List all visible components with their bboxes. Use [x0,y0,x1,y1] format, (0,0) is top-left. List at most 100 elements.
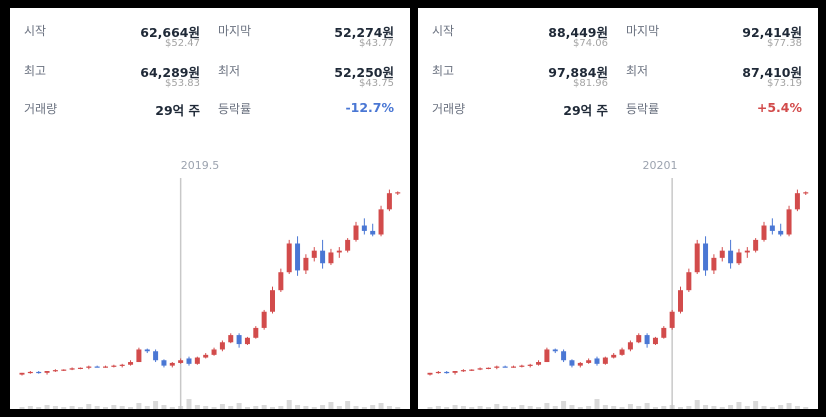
candle[interactable] [336,247,342,258]
close-label: 마지막 [626,24,660,38]
candle[interactable] [36,371,42,374]
candle[interactable] [203,353,209,359]
candle[interactable] [652,336,658,345]
candle[interactable] [736,248,742,266]
candle[interactable] [153,349,159,363]
candle[interactable] [703,236,709,276]
candle[interactable] [69,367,75,371]
candle[interactable] [161,359,167,368]
candle[interactable] [345,238,351,253]
candle[interactable] [544,347,550,363]
candle[interactable] [761,221,767,242]
candle[interactable] [744,247,750,258]
candle[interactable] [469,369,475,372]
candle[interactable] [644,333,650,348]
candle-body [52,370,58,372]
candle[interactable] [211,347,217,356]
candle[interactable] [136,347,142,363]
candle[interactable] [328,248,334,266]
candle[interactable] [303,254,309,275]
candle[interactable] [244,336,250,345]
candle[interactable] [44,371,50,375]
candle[interactable] [686,268,692,292]
candle[interactable] [511,365,516,368]
candle[interactable] [186,356,192,366]
candle[interactable] [527,363,533,368]
candle[interactable] [169,362,175,368]
candle[interactable] [261,309,267,330]
candle[interactable] [119,363,125,368]
candle[interactable] [144,348,150,354]
candle[interactable] [395,191,401,195]
candle[interactable] [627,340,633,352]
candle[interactable] [694,239,700,275]
candle[interactable] [128,360,134,366]
candle[interactable] [353,221,359,242]
candle[interactable] [569,359,575,368]
candle[interactable] [27,371,33,374]
candlestick-chart[interactable]: 2019.5 [10,148,410,409]
candle[interactable] [577,362,583,368]
candle[interactable] [485,367,491,370]
candle[interactable] [477,367,483,371]
candle[interactable] [194,356,200,365]
candle[interactable] [286,239,292,275]
candle[interactable] [253,326,259,339]
candle[interactable] [561,349,567,363]
candle[interactable] [794,189,800,212]
candle[interactable] [661,326,667,339]
candle[interactable] [444,371,450,374]
candle[interactable] [769,218,775,235]
candle[interactable] [320,239,326,269]
candle[interactable] [103,365,108,368]
candle[interactable] [370,223,376,237]
candle[interactable] [52,369,58,372]
candle[interactable] [19,372,25,376]
candle[interactable] [270,286,275,314]
candle[interactable] [753,238,759,253]
candle[interactable] [111,364,117,368]
candle[interactable] [378,205,384,237]
candle[interactable] [228,333,234,344]
candle[interactable] [519,364,525,368]
candle[interactable] [611,353,617,359]
candle[interactable] [311,247,317,262]
candle[interactable] [786,205,792,237]
candle[interactable] [236,333,242,348]
candle[interactable] [494,365,500,370]
candle[interactable] [619,347,625,356]
candle[interactable] [452,371,458,375]
candle[interactable] [536,360,542,366]
candle[interactable] [61,369,67,372]
candle[interactable] [386,189,392,212]
candle[interactable] [278,268,284,292]
candle[interactable] [552,348,558,354]
candle[interactable] [361,218,367,235]
candle[interactable] [86,365,92,370]
candle[interactable] [427,372,433,376]
candle[interactable] [178,358,184,364]
candle[interactable] [678,286,683,314]
candle[interactable] [803,191,809,195]
candle[interactable] [435,371,441,374]
volume-bar [111,405,117,409]
volume-bar [552,406,558,409]
candle[interactable] [669,309,675,330]
candle[interactable] [728,239,734,269]
candle[interactable] [719,247,725,262]
candle[interactable] [295,236,301,276]
candle[interactable] [586,358,592,364]
candle[interactable] [602,356,608,365]
candle[interactable] [636,333,642,344]
candle-body [794,193,800,210]
candle[interactable] [219,340,225,352]
candle[interactable] [77,367,83,370]
candle[interactable] [460,369,466,372]
candle[interactable] [711,254,717,275]
candlestick-chart[interactable]: 20201 [418,148,818,409]
candle[interactable] [778,223,784,237]
volume-bar [519,405,525,409]
candle[interactable] [94,365,100,368]
candle[interactable] [594,356,600,366]
candle[interactable] [502,365,508,368]
